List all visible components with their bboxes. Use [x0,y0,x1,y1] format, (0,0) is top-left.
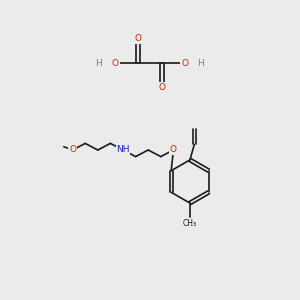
Text: O: O [170,146,177,154]
Text: CH₃: CH₃ [183,219,197,228]
Text: O: O [69,146,76,154]
Text: O: O [112,58,119,68]
Text: NH: NH [116,146,130,154]
Text: O: O [134,34,142,43]
Text: O: O [181,58,188,68]
Text: H: H [96,58,102,68]
Text: H: H [198,58,204,68]
Text: O: O [158,83,166,92]
